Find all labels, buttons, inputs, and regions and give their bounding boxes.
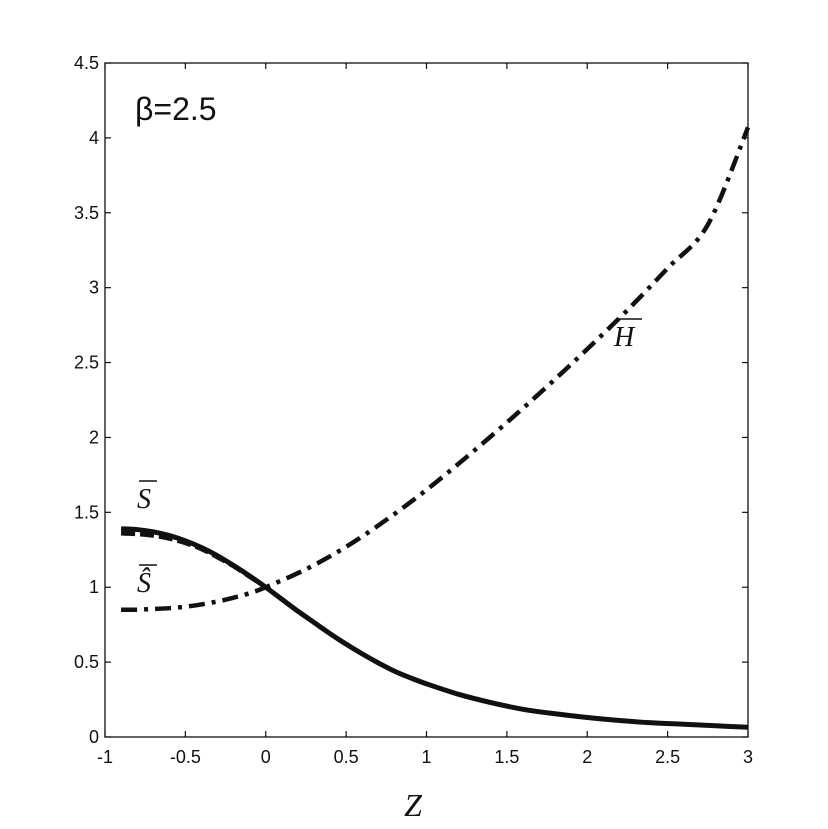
- y-tick-label: 4: [89, 128, 99, 148]
- y-tick-label: 2: [89, 427, 99, 447]
- x-tick-label: -0.5: [170, 747, 201, 767]
- x-tick-label: 1: [421, 747, 431, 767]
- x-tick-label: 0: [261, 747, 271, 767]
- y-tick-label: 1.5: [74, 502, 99, 522]
- x-axis-label: Z: [404, 787, 423, 823]
- annotation-beta: β=2.5: [135, 91, 217, 127]
- x-tick-label: 2.5: [655, 747, 680, 767]
- series-line-3: [121, 126, 751, 612]
- x-tick-label: 3: [743, 747, 753, 767]
- series-label-2: Ŝ: [137, 568, 151, 599]
- y-tick-label: 2.5: [74, 353, 99, 373]
- x-tick-label: 0.5: [334, 747, 359, 767]
- y-tick-label: 0.5: [74, 652, 99, 672]
- y-tick-labels: 0 0.5 1 1.5 2 2.5 3 3.5 4 4.5: [74, 53, 99, 747]
- x-tick-label: 2: [582, 747, 592, 767]
- plot-frame: [104, 62, 749, 738]
- x-tick-label: 1.5: [494, 747, 519, 767]
- curve-labels: S Ŝ H: [137, 318, 642, 599]
- series-line-1: [120, 526, 749, 730]
- y-tick-label: 3: [89, 278, 99, 298]
- y-tick-label: 1: [89, 577, 99, 597]
- curves: [120, 126, 751, 730]
- x-tick-labels: -1 -0.5 0 0.5 1 1.5 2 2.5 3: [97, 747, 753, 767]
- y-tick-label: 0: [89, 727, 99, 747]
- x-tick-label: -1: [97, 747, 113, 767]
- tick-marks: [104, 62, 749, 738]
- series-label-3: H: [613, 322, 636, 353]
- y-tick-label: 4.5: [74, 53, 99, 73]
- y-tick-label: 3.5: [74, 203, 99, 223]
- series-label-1: S: [137, 484, 151, 515]
